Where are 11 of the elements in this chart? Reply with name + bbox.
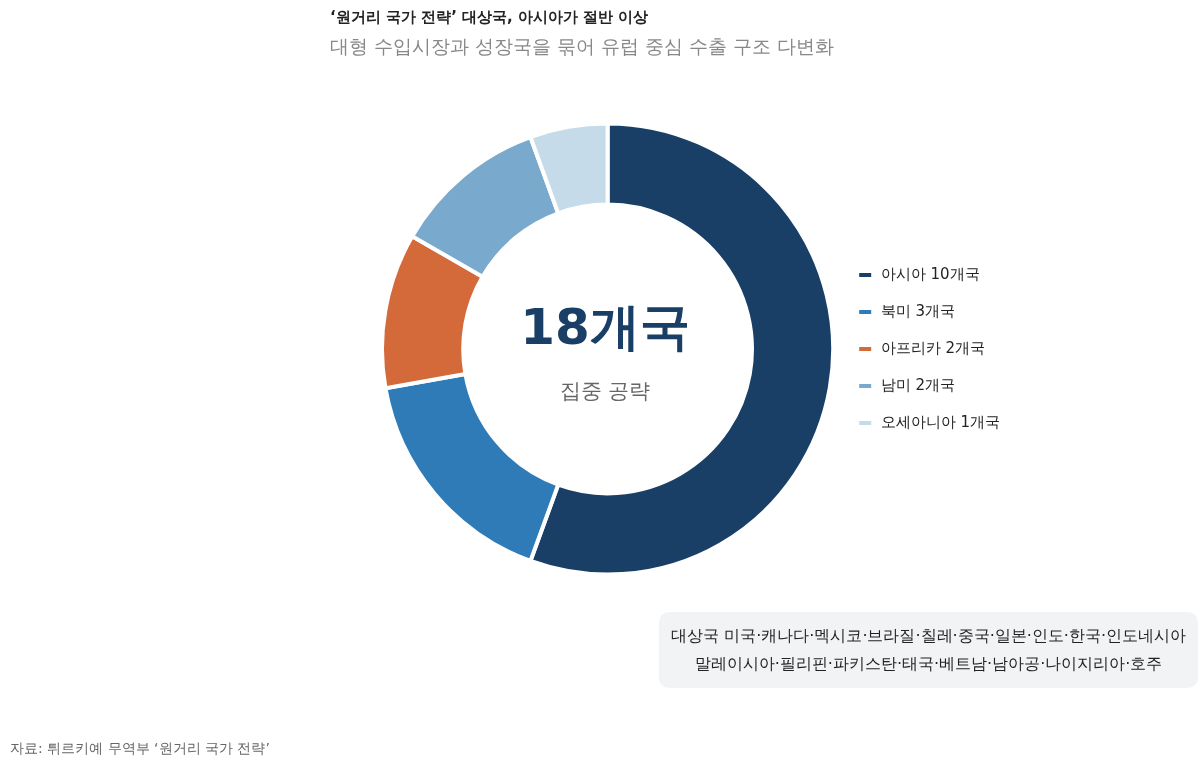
legend-label: 북미 3개국 — [880, 301, 955, 320]
text: 집중 공략 — [558, 378, 652, 405]
legend-label: 남미 2개국 — [880, 375, 955, 394]
text: 자료: 튀르키예 무역부 ‘원거리 국가 전략’ — [10, 740, 270, 758]
legend-label: 오세아니아 1개국 — [880, 412, 1000, 431]
chart-subtitle: 대형 수입시장과 성장국을 묶어 유럽 중심 수출 구조 다변화 — [330, 34, 835, 59]
legend-label: 아프리카 2개국 — [880, 338, 985, 357]
legend-label: 아시아 10개국 — [880, 264, 980, 283]
text: 18개국 — [519, 297, 691, 358]
chart-title: ‘원거리 국가 전략’ 대상국, 아시아가 절반 이상 — [330, 8, 649, 27]
text: 대상국 미국·캐나다·멕시코·브라질·칠레·중국·일본·인도·한국·인도네시아 말레이시아·필리핀·파키스탄·태국·베트남·남아공·나이지리아·호주 — [659, 612, 1198, 688]
